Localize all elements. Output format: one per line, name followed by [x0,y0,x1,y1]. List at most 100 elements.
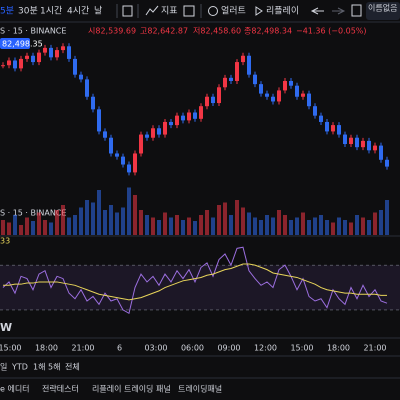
layout-box[interactable] [366,2,400,20]
volume-bar [13,215,17,235]
alert-button[interactable]: 얼러트 [221,6,246,17]
price-tag[interactable]: 82,498.35 [2,40,43,49]
symbol-label: S · 15 · BINANCE [0,27,66,36]
volume-bar [145,215,149,235]
interval-button[interactable]: 날 [94,6,102,17]
replay-button[interactable]: 리플레이 [266,6,299,17]
rsi-ma-line [3,263,387,301]
volume-bar [247,212,251,235]
volume-bar [205,210,209,235]
bottom-tab[interactable]: 전략테스터 [42,384,79,394]
volume-bar [187,217,191,235]
volume-bar [385,200,389,235]
volume-bar [43,220,47,235]
volume-bar [193,221,197,235]
volume-bar [133,195,137,235]
time-label: 06:00 [181,344,204,353]
interval-button[interactable]: 30분 [18,6,38,17]
candle-icon[interactable] [122,5,133,17]
volume-bar [277,210,281,235]
volume-bar [265,215,269,235]
volume-bar [169,217,173,235]
volume-bar [217,205,221,235]
volume-bar [61,205,65,235]
legend-high: 고82,642.87 [140,27,188,36]
layout-icon[interactable] [351,4,362,17]
volume-bar [271,217,275,235]
volume-bar [49,222,53,235]
interval-button[interactable]: 4시간 [67,6,89,17]
legend-change: −41.36 (−0.05%) [296,27,367,36]
time-label: 21:00 [71,344,94,353]
bottom-tab[interactable]: 트레이딩패널 [178,384,222,394]
volume-bar [181,220,185,235]
time-label: 09:00 [217,344,240,353]
volume-bar [229,215,233,235]
range-button[interactable]: 5해 [48,362,60,372]
volume-bar [7,222,11,235]
bottom-tab[interactable]: e 에디터 [0,385,30,394]
volume-bar [211,217,215,235]
volume-bar [301,212,305,235]
range-button[interactable]: 1해 [33,362,45,372]
volume-bar [253,217,257,235]
layout-name[interactable]: 이름없음 [368,3,397,13]
interval-button[interactable]: 1시간 [40,6,62,17]
volume-bar [355,215,359,235]
undo-icon[interactable] [310,7,324,15]
bottom-tab[interactable]: 리플레이 트레이딩 패널 [92,384,171,394]
volume-bar [55,210,59,235]
toolbar [0,0,400,22]
volume-bar [295,217,299,235]
volume-bar [319,215,323,235]
alert-icon [208,6,218,16]
volume-bar [79,207,83,235]
template-icon[interactable] [183,5,195,17]
time-label: 15:00 [290,344,313,353]
volume-bar [373,212,377,235]
time-label: 21:00 [363,344,386,353]
range-button[interactable]: 일 [0,363,7,372]
volume-bar [331,222,335,235]
time-label: 03:00 [144,344,167,353]
volume-bar [343,220,347,235]
indicator-icon [145,5,159,16]
volume-bar [121,207,125,235]
volume-bar [97,190,101,235]
volume-bar [73,215,77,235]
volume-bar [349,222,353,235]
interval-button[interactable]: 5분 [0,6,14,17]
volume-bar [85,200,89,235]
rsi-band [0,265,400,310]
time-label: 18:00 [327,344,350,353]
time-label: 12:00 [254,344,277,353]
volume-bar [289,220,293,235]
volume-bar [25,217,29,235]
volume-bar [103,210,107,235]
range-button[interactable]: YTD [11,363,28,372]
volume-bar [109,205,113,235]
volume-bar [313,217,317,235]
volume-bar [367,220,371,235]
volume-bar [19,225,23,235]
volume-bar [325,220,329,235]
volume-bar [283,215,287,235]
indicators-button[interactable]: 지표 [161,6,178,17]
volume-bar [337,217,341,235]
legend-low: 저82,458.60 [193,27,241,36]
price-tag-box[interactable] [0,38,30,49]
replay-icon [255,6,263,16]
volume-bar [1,220,5,235]
rsi-line [2,246,388,315]
volume-bar [259,220,263,235]
volume-bar [139,210,143,235]
volume-bar [67,217,71,235]
legend-open: 시82,539.69 [88,27,136,36]
redo-icon[interactable] [332,7,346,15]
volume-bar [241,207,245,235]
volume-bar [151,217,155,235]
volume-bar [223,202,227,235]
range-button[interactable]: 전체 [65,362,80,372]
